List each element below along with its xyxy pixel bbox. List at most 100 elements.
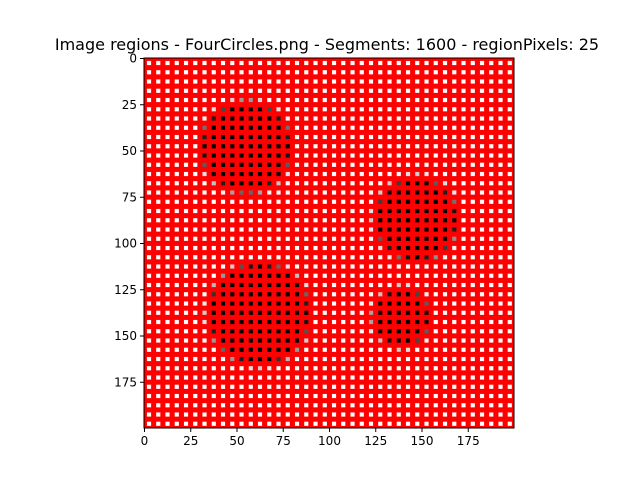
segment-cell [218,178,228,188]
boundary-line-horizontal [144,314,514,320]
segment-cell [403,178,413,188]
segment-cell [440,252,450,262]
segment-cell [255,178,265,188]
segment-cell [264,335,274,346]
segment-cell [199,132,210,142]
segment-cell [245,141,256,151]
segment-cell [273,122,284,133]
segment-cell [366,206,376,216]
segment-cell [421,252,432,262]
segment-cell [412,252,422,262]
segment-cell [430,206,441,216]
segment-cell [412,206,422,216]
segment-cell [227,261,237,272]
segment-cell [393,280,404,290]
segment-cell [236,187,247,198]
segment-cell [264,104,274,114]
segment-cell [273,150,284,161]
segment-cell [273,344,284,355]
y-tick-label: 125 [114,283,137,297]
segment-cell [375,289,385,299]
segment-cell [236,104,247,114]
segment-cell [282,270,293,281]
segment-cell [430,224,441,235]
segment-cell [199,307,210,318]
segment-cell [366,326,376,336]
boundary-line-horizontal [144,379,514,385]
segment-cell [245,113,256,124]
region-boundaries [144,58,514,428]
segment-cell [273,169,284,179]
segment-cell [282,354,293,364]
segment-cell [393,196,404,207]
segment-cell [255,270,265,281]
segment-cell [245,159,256,170]
segment-cell [245,298,256,309]
segment-cell [264,289,274,299]
segment-cell [282,150,293,161]
segment-cell [430,196,441,207]
segment-cell [264,326,274,336]
segment-cell [264,280,274,290]
boundary-line-horizontal [144,120,514,126]
segment-cell [208,122,219,133]
segment-cell [384,243,395,253]
boundary-line-horizontal [144,102,514,108]
boundary-line-horizontal [144,231,514,237]
segment-cell [384,206,395,216]
segment-cell [218,113,228,124]
segment-cell [412,178,422,188]
segment-cell [245,104,256,114]
segment-cell [227,150,237,161]
segment-cell [421,233,432,244]
segment-cell [218,344,228,355]
segment-cell [273,261,284,272]
segment-cell [227,178,237,188]
segment-cell [208,307,219,318]
segment-cell [282,289,293,299]
segment-cell [264,159,274,170]
segment-cell [227,298,237,309]
segment-cell [227,95,237,105]
segment-cell [264,270,274,281]
segment-cell [384,178,395,188]
segment-cell [375,298,385,309]
segment-cell [227,335,237,346]
segment-cell [366,298,376,309]
segment-cell [273,354,284,364]
segment-cell [384,326,395,336]
segment-cell [208,289,219,299]
segment-cell [264,344,274,355]
segment-cell [245,122,256,133]
segment-cell [421,307,432,318]
segment-cell [421,187,432,198]
segment-cell [236,132,247,142]
boundary-line-horizontal [144,148,514,154]
segment-cell [227,104,237,114]
segment-cell [208,141,219,151]
segment-cell [218,141,228,151]
boundary-line-horizontal [144,185,514,191]
segment-cell [236,354,247,364]
segment-cell [449,196,459,207]
segment-cell [375,317,385,327]
segment-cell [264,187,274,198]
x-tick-label: 0 [141,434,149,448]
segment-cell [264,150,274,161]
segment-cell [403,335,413,346]
segment-cell [393,206,404,216]
segment-cell [208,169,219,179]
segment-cell [292,326,302,336]
segment-cell [282,159,293,170]
segment-cell [421,206,432,216]
x-tick-label: 150 [411,434,434,448]
segment-cell [236,307,247,318]
segment-cell [430,215,441,225]
boundary-line-horizontal [144,194,514,200]
segment-cell [403,252,413,262]
segment-cell [375,224,385,235]
segment-cell [449,224,459,235]
segment-cell [440,224,450,235]
boundary-line-horizontal [144,139,514,145]
